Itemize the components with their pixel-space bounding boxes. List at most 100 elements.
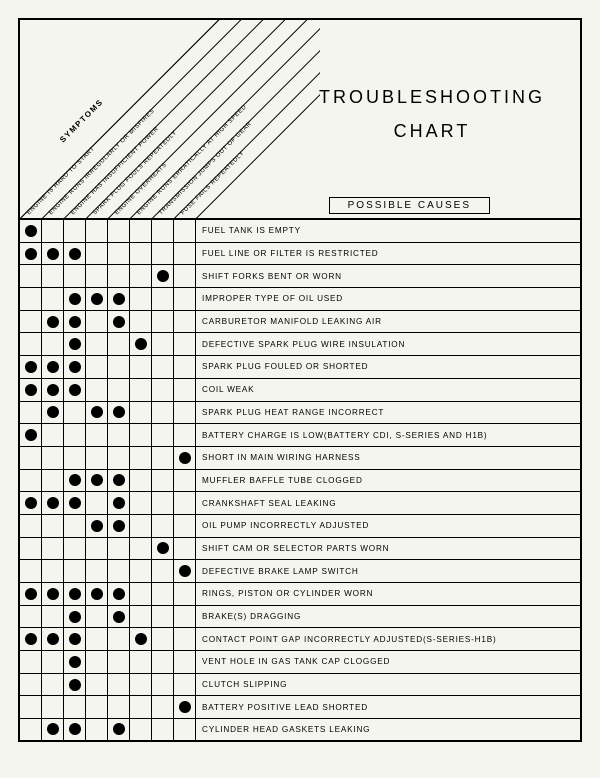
dot-icon — [113, 723, 125, 735]
dot-icon — [69, 361, 81, 373]
matrix-cell — [174, 470, 196, 492]
matrix-cell — [86, 628, 108, 650]
dot-icon — [25, 633, 37, 645]
table-row: CONTACT POINT GAP INCORRECTLY ADJUSTED(S… — [20, 628, 580, 651]
matrix-cell — [20, 651, 42, 673]
matrix-cell — [42, 288, 64, 310]
matrix-cell — [108, 560, 130, 582]
matrix-cell — [152, 606, 174, 628]
matrix-cell — [130, 674, 152, 696]
matrix-cell — [152, 538, 174, 560]
matrix-cell — [64, 651, 86, 673]
matrix-cell — [174, 220, 196, 242]
matrix-cell — [86, 220, 108, 242]
dot-icon — [25, 384, 37, 396]
dot-icon — [69, 633, 81, 645]
dot-icon — [91, 293, 103, 305]
matrix-cell — [20, 311, 42, 333]
matrix-cell — [42, 470, 64, 492]
matrix-cell — [42, 674, 64, 696]
matrix-cell — [64, 311, 86, 333]
matrix-cell — [152, 515, 174, 537]
matrix-cell — [130, 220, 152, 242]
matrix-cell — [108, 538, 130, 560]
matrix-cell — [42, 379, 64, 401]
matrix-cell — [174, 265, 196, 287]
matrix-cell — [130, 402, 152, 424]
cause-text: BRAKE(S) DRAGGING — [196, 606, 580, 628]
matrix-cell — [152, 470, 174, 492]
dot-icon — [69, 656, 81, 668]
matrix-cell — [64, 492, 86, 514]
matrix-cell — [130, 719, 152, 740]
troubleshooting-table: FUEL TANK IS EMPTYFUEL LINE OR FILTER IS… — [20, 218, 580, 742]
matrix-cell — [64, 674, 86, 696]
matrix-cell — [42, 243, 64, 265]
matrix-cell — [130, 651, 152, 673]
matrix-cell — [86, 333, 108, 355]
matrix-cell — [130, 356, 152, 378]
matrix-cell — [108, 220, 130, 242]
dot-icon — [47, 316, 59, 328]
cause-text: MUFFLER BAFFLE TUBE CLOGGED — [196, 470, 580, 492]
matrix-cell — [20, 220, 42, 242]
matrix-cell — [130, 333, 152, 355]
matrix-cell — [152, 447, 174, 469]
matrix-cell — [20, 560, 42, 582]
dot-icon — [69, 474, 81, 486]
dot-icon — [113, 497, 125, 509]
matrix-cell — [42, 696, 64, 718]
dot-icon — [69, 497, 81, 509]
cause-text: SHORT IN MAIN WIRING HARNESS — [196, 447, 580, 469]
dot-icon — [47, 588, 59, 600]
dot-icon — [69, 723, 81, 735]
matrix-cell — [130, 492, 152, 514]
cause-text: BATTERY CHARGE IS LOW(BATTERY CDI, S-SER… — [196, 424, 580, 446]
chart-frame: TROUBLESHOOTING CHART POSSIBLE CAUSES SY… — [18, 18, 582, 742]
matrix-cell — [20, 470, 42, 492]
dot-icon — [25, 497, 37, 509]
matrix-cell — [20, 288, 42, 310]
matrix-cell — [64, 402, 86, 424]
matrix-cell — [108, 515, 130, 537]
matrix-cell — [130, 560, 152, 582]
matrix-cell — [130, 606, 152, 628]
matrix-cell — [42, 356, 64, 378]
dot-icon — [25, 429, 37, 441]
dot-icon — [113, 406, 125, 418]
matrix-cell — [86, 674, 108, 696]
cause-text: CARBURETOR MANIFOLD LEAKING AIR — [196, 311, 580, 333]
matrix-cell — [64, 356, 86, 378]
matrix-cell — [86, 311, 108, 333]
cause-text: SPARK PLUG HEAT RANGE INCORRECT — [196, 402, 580, 424]
dot-icon — [47, 248, 59, 260]
matrix-cell — [152, 311, 174, 333]
dot-icon — [113, 316, 125, 328]
cause-text: CONTACT POINT GAP INCORRECTLY ADJUSTED(S… — [196, 628, 580, 650]
dot-icon — [91, 474, 103, 486]
matrix-cell — [86, 402, 108, 424]
matrix-cell — [174, 606, 196, 628]
matrix-cell — [108, 311, 130, 333]
matrix-cell — [64, 424, 86, 446]
matrix-cell — [42, 560, 64, 582]
matrix-cell — [64, 560, 86, 582]
matrix-cell — [42, 583, 64, 605]
matrix-cell — [108, 356, 130, 378]
table-row: MUFFLER BAFFLE TUBE CLOGGED — [20, 470, 580, 493]
matrix-cell — [130, 470, 152, 492]
matrix-cell — [152, 220, 174, 242]
table-row: BATTERY CHARGE IS LOW(BATTERY CDI, S-SER… — [20, 424, 580, 447]
matrix-cell — [152, 628, 174, 650]
matrix-cell — [152, 583, 174, 605]
cause-text: CYLINDER HEAD GASKETS LEAKING — [196, 719, 580, 740]
matrix-cell — [130, 696, 152, 718]
dot-icon — [179, 701, 191, 713]
table-row: BRAKE(S) DRAGGING — [20, 606, 580, 629]
matrix-cell — [86, 379, 108, 401]
matrix-cell — [108, 379, 130, 401]
matrix-cell — [42, 515, 64, 537]
dot-icon — [69, 338, 81, 350]
table-row: BATTERY POSITIVE LEAD SHORTED — [20, 696, 580, 719]
cause-text: OIL PUMP INCORRECTLY ADJUSTED — [196, 515, 580, 537]
